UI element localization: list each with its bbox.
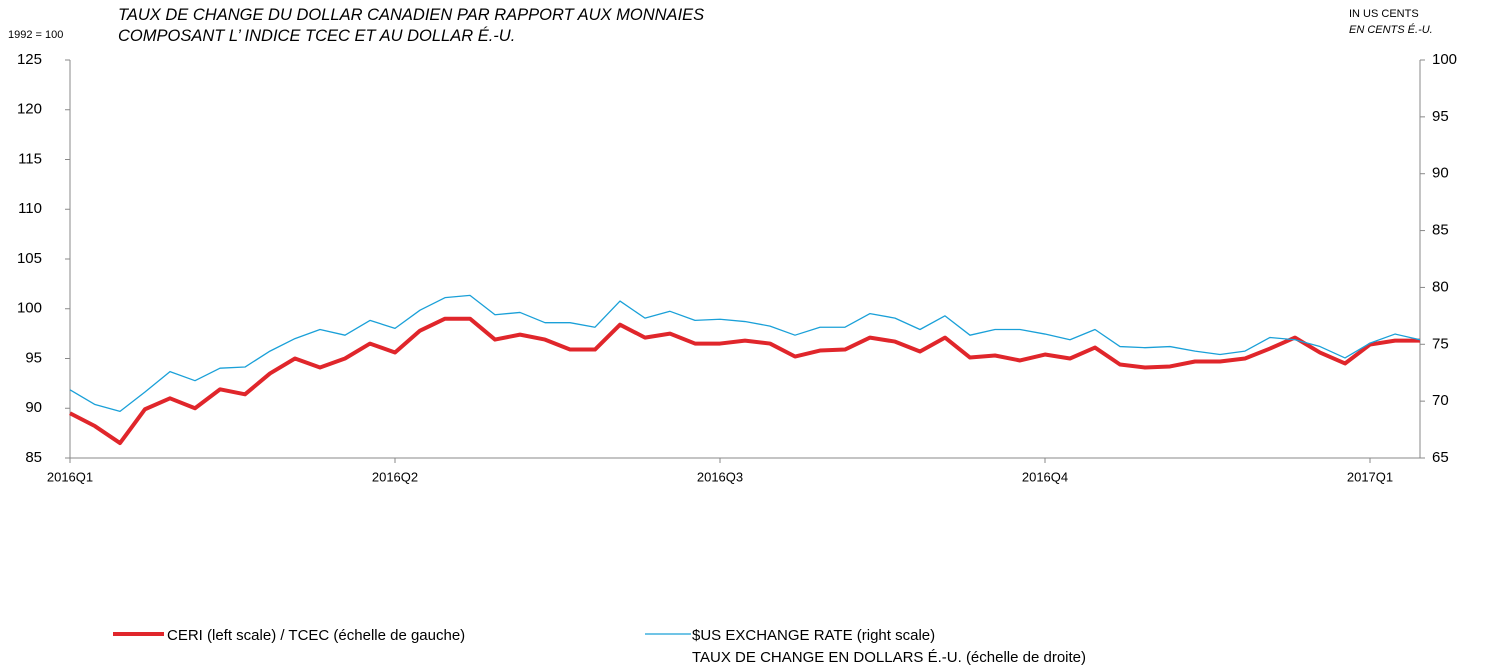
y2-tick-label: 85 <box>1432 222 1449 239</box>
y-tick-label: 115 <box>18 150 42 167</box>
x-tick-label: 2016Q3 <box>697 469 743 484</box>
y2-tick-label: 70 <box>1432 392 1449 409</box>
legend-label: $US EXCHANGE RATE (right scale) TAUX DE … <box>692 627 1087 666</box>
legend-label: CERI (left scale) / TCEC (échelle de gau… <box>167 627 466 644</box>
y-tick-label: 90 <box>25 399 42 416</box>
y-tick-label: 110 <box>18 200 42 217</box>
chart-title: TAUX DE CHANGE DU DOLLAR CANADIEN PAR RA… <box>118 6 705 45</box>
y2-tick-label: 65 <box>1432 449 1449 466</box>
y2-tick-label: 90 <box>1432 165 1449 182</box>
y-tick-label: 125 <box>17 51 42 68</box>
series-line <box>69 316 1420 446</box>
y-tick-label: 100 <box>17 300 42 317</box>
y-tick-label: 85 <box>25 449 42 466</box>
x-tick-label: 2016Q4 <box>1022 469 1068 484</box>
y2-tick-label: 75 <box>1432 335 1449 352</box>
series-line <box>69 294 1421 413</box>
y2-axis-label: IN US CENTS <box>1349 8 1419 20</box>
y2-tick-label: 80 <box>1432 278 1449 295</box>
y-axis-label: 1992 = 100 <box>8 29 64 41</box>
y-tick-label: 120 <box>17 101 42 118</box>
y-tick-label: 105 <box>17 250 42 267</box>
x-tick-label: 2016Q2 <box>372 469 418 484</box>
x-tick-label: 2017Q1 <box>1347 469 1393 484</box>
y-tick-label: 95 <box>25 349 42 366</box>
y2-axis-label-fr: EN CENTS É.-U. <box>1349 24 1433 36</box>
y2-tick-label: 95 <box>1432 108 1449 125</box>
x-tick-label: 2016Q1 <box>47 469 93 484</box>
y2-tick-label: 100 <box>1432 51 1457 68</box>
